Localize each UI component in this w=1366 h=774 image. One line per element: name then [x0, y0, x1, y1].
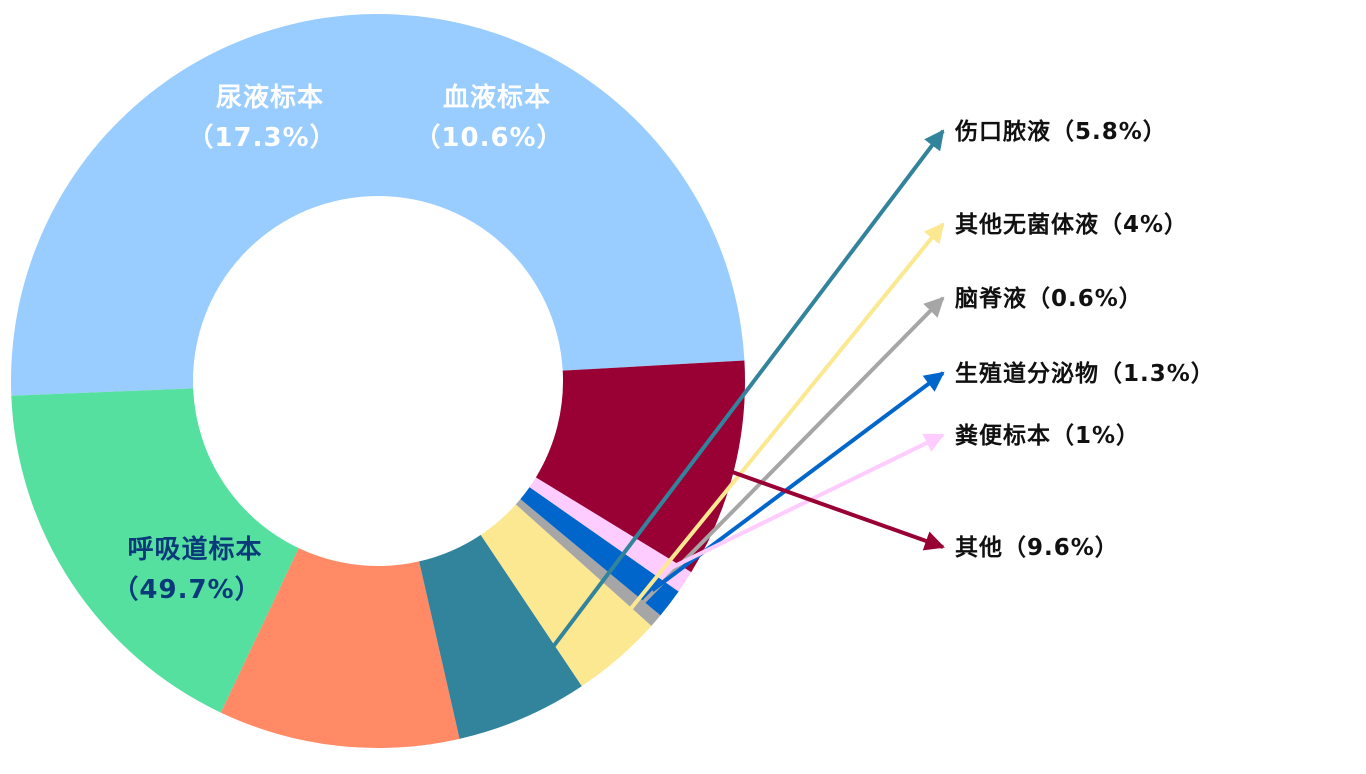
callout-layer — [512, 129, 945, 700]
donut-slice-8 — [535, 360, 745, 573]
slice-label-name: 呼吸道标本 — [127, 534, 262, 565]
slice-label-value: （17.3%） — [187, 123, 336, 153]
donut-slice-6 — [520, 487, 679, 616]
callout-label: 脑脊液（0.6%） — [955, 285, 1143, 312]
slice-label-name: 尿液标本 — [216, 83, 324, 113]
slice-label-value: （49.7%） — [112, 575, 261, 605]
donut-slice-4 — [480, 504, 652, 687]
callout-label: 其他（9.6%） — [955, 534, 1119, 561]
donut-slice-0 — [11, 14, 745, 396]
donut-slice-5 — [515, 499, 661, 626]
callout-label: 伤口脓液（5.8%） — [954, 118, 1167, 145]
donut-slice-2 — [220, 548, 460, 748]
callout-arrow — [637, 296, 945, 608]
callout-label: 其他无菌体液（4%） — [955, 211, 1188, 238]
label-layer: 呼吸道标本 （49.7%） 尿液标本 （17.3%） 血液标本 （10.6%） 伤口脓液（5… — [112, 83, 1215, 605]
callout-arrow — [512, 129, 945, 700]
callout-arrow — [665, 433, 945, 572]
donut-slice-1 — [11, 388, 299, 713]
callout-arrow — [711, 463, 945, 551]
callout-label: 生殖道分泌物（1.3%） — [955, 360, 1215, 387]
donut-slice-3 — [419, 534, 582, 739]
slices-layer — [11, 14, 745, 748]
slice-label-value: （10.6%） — [414, 123, 563, 153]
callout-label: 粪便标本（1%） — [955, 422, 1140, 449]
callout-arrow — [602, 222, 945, 643]
slice-label-name: 血液标本 — [443, 83, 551, 113]
donut-slice-7 — [529, 477, 692, 592]
